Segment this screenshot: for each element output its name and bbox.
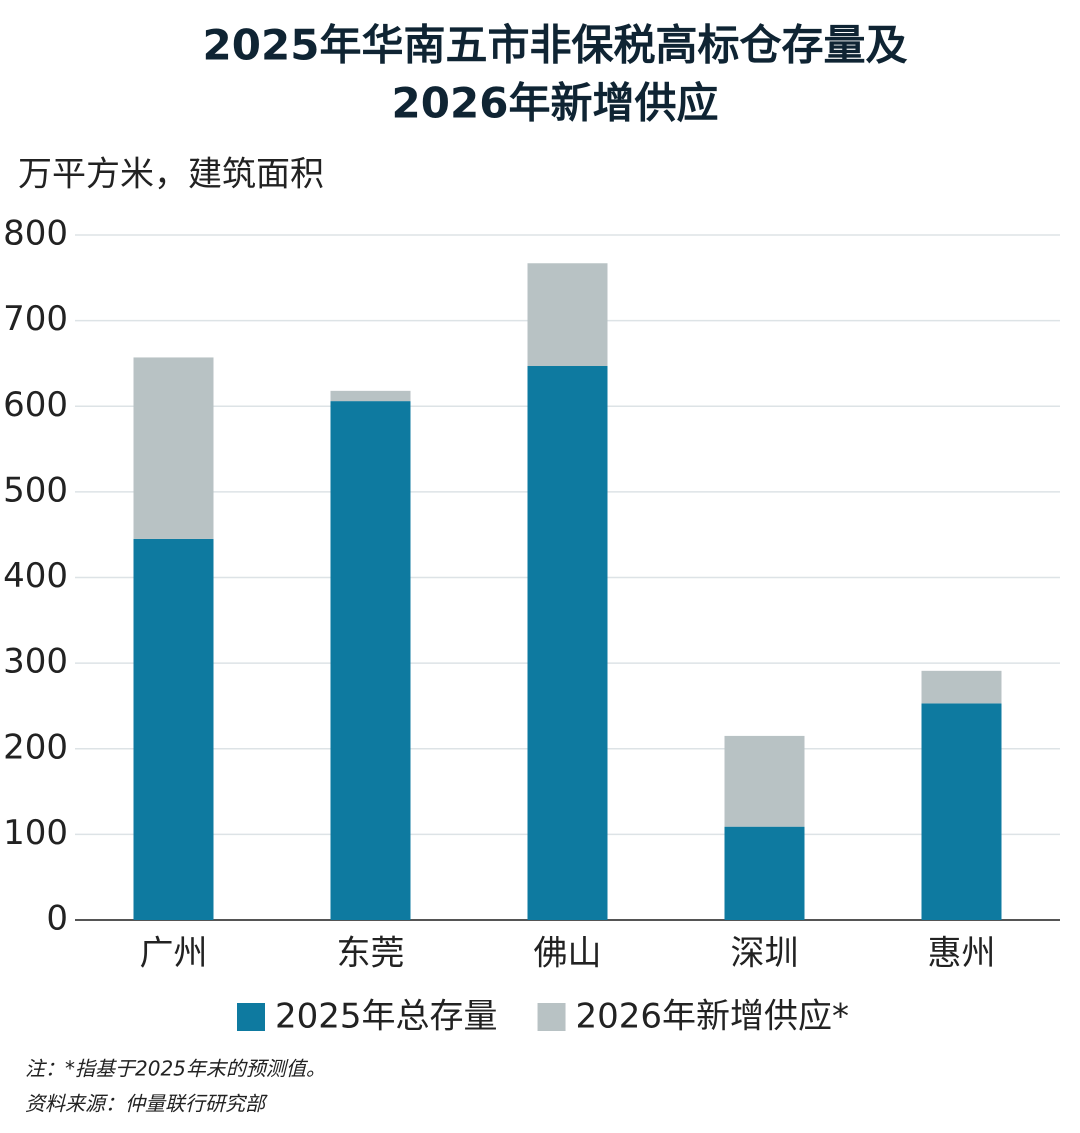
bar-segment: [724, 826, 805, 920]
bar-segment: [921, 670, 1002, 704]
bar-segment: [133, 538, 214, 920]
x-tick-label: 东莞: [337, 934, 405, 974]
bar-segment: [527, 366, 608, 921]
x-tick-label: 惠州: [928, 934, 996, 974]
legend-label: 2025年总存量: [275, 997, 498, 1037]
chart-title: 2026年新增供应: [392, 79, 719, 128]
bar-segment: [724, 735, 805, 827]
legend-swatch: [537, 1003, 566, 1031]
y-tick-label: 600: [3, 385, 68, 425]
bar-segment: [330, 390, 411, 402]
y-tick-label: 500: [3, 470, 68, 510]
chart-title: 2025年华南五市非保税高标仓存量及: [203, 21, 908, 70]
y-tick-label: 400: [3, 556, 68, 596]
y-tick-label: 300: [3, 642, 68, 682]
note: 资料来源：仲量联行研究部: [25, 1092, 268, 1116]
legend-swatch: [237, 1003, 265, 1031]
x-tick-label: 深圳: [731, 934, 799, 974]
bar-segment: [921, 703, 1002, 920]
bar-segment: [133, 357, 214, 539]
bar-segment: [330, 401, 411, 920]
note: 注：*指基于2025年末的预测值。: [25, 1057, 326, 1081]
y-tick-label: 700: [3, 299, 68, 339]
bar-segment: [527, 263, 608, 367]
y-tick-label: 0: [46, 899, 68, 939]
x-tick-label: 广州: [140, 934, 208, 974]
y-tick-label: 800: [3, 214, 68, 254]
y-tick-label: 200: [3, 727, 68, 767]
x-tick-label: 佛山: [534, 934, 602, 974]
y-tick-label: 100: [3, 813, 68, 853]
y-axis-label: 万平方米，建筑面积: [18, 155, 324, 195]
legend-label: 2026年新增供应*: [576, 997, 850, 1037]
